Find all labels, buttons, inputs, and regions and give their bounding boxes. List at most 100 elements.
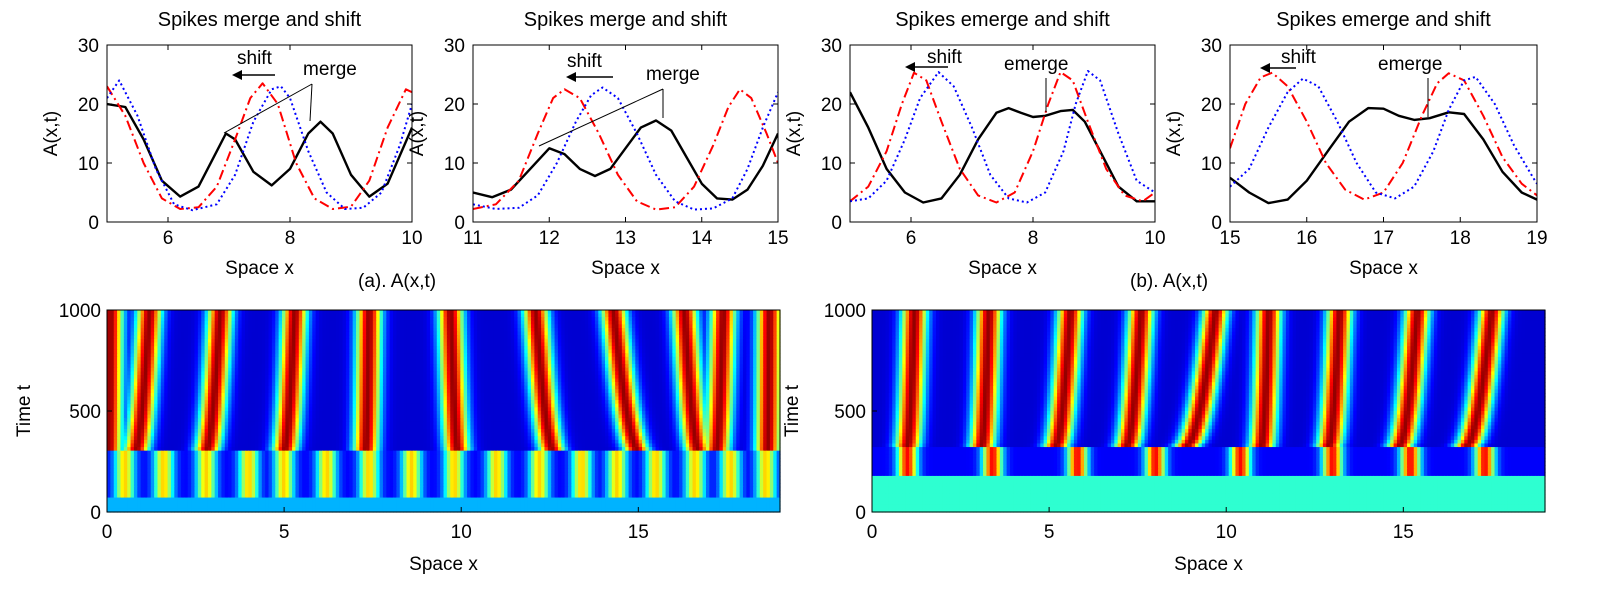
heatmap-cell	[514, 328, 519, 333]
heatmap-cell	[332, 328, 337, 333]
heatmap-cell	[251, 360, 256, 365]
heatmap-cell	[460, 356, 465, 362]
heatmap-cell	[396, 320, 401, 326]
heatmap-cell	[763, 320, 768, 326]
heatmap-cell	[386, 349, 391, 354]
heatmap-cell	[197, 364, 202, 369]
heatmap-cell	[419, 328, 424, 333]
heatmap-cell	[679, 310, 684, 315]
heatmap-cell	[759, 331, 764, 336]
heatmap-cell	[763, 349, 768, 354]
heatmap-cell	[618, 353, 623, 358]
heatmap-cell	[329, 317, 334, 322]
heatmap-cell	[113, 310, 118, 315]
heatmap-cell	[702, 335, 707, 340]
heatmap-cell	[399, 353, 404, 358]
heatmap-cell	[278, 310, 283, 315]
heatmap-cell	[234, 328, 239, 333]
heatmap-cell	[150, 335, 155, 340]
heatmap-cell	[631, 310, 636, 315]
heatmap-cell	[695, 310, 700, 315]
heatmap-cell	[527, 360, 532, 365]
heatmap-cell	[342, 346, 347, 351]
heatmap-cell	[285, 353, 290, 358]
heatmap-cell	[497, 349, 502, 354]
heatmap-cell	[537, 310, 542, 315]
heatmap-cell	[372, 349, 377, 354]
heatmap-cell	[611, 310, 616, 315]
heatmap-cell	[224, 360, 229, 365]
heatmap-cell	[504, 317, 509, 322]
heatmap-cell	[668, 335, 673, 340]
heatmap-cell	[568, 324, 572, 329]
heatmap-cell	[181, 349, 185, 354]
heatmap-cell	[520, 328, 525, 333]
heatmap-cell	[527, 328, 532, 333]
heatmap-cell	[419, 313, 424, 318]
heatmap-cell	[571, 342, 576, 347]
heatmap-cell	[608, 335, 613, 340]
heatmap-cell	[655, 338, 660, 344]
heatmap-cell	[319, 328, 323, 333]
heatmap-cell	[228, 353, 233, 358]
heatmap-cell	[164, 353, 169, 358]
heatmap-cell	[322, 331, 327, 336]
heatmap-cell	[228, 364, 233, 369]
shift-arrow-head	[905, 62, 915, 72]
heatmap-cell	[712, 320, 717, 326]
heatmap-cell	[551, 313, 556, 318]
heatmap-cell	[399, 331, 404, 336]
heatmap-cell	[295, 364, 300, 369]
heatmap-cell	[130, 338, 135, 344]
heatmap-cell	[493, 324, 498, 329]
heatmap-cell	[258, 356, 263, 362]
heatmap-cell	[749, 328, 754, 333]
heatmap-cell	[581, 313, 586, 318]
heatmap-cell	[672, 324, 677, 329]
heatmap-cell	[352, 317, 357, 322]
heatmap-cell	[460, 328, 465, 333]
heatmap-cell	[736, 317, 741, 322]
heatmap-cell	[430, 364, 435, 369]
heatmap-cell	[292, 346, 297, 351]
heatmap-cell	[362, 335, 367, 340]
heatmap-cell	[295, 349, 300, 354]
heatmap-cell	[356, 356, 360, 362]
heatmap-cell	[281, 331, 286, 336]
heatmap-cell	[463, 360, 468, 365]
heatmap-cell	[739, 360, 744, 365]
heatmap-cell	[668, 356, 673, 362]
heatmap-cell	[278, 349, 283, 354]
heatmap-cell	[201, 310, 206, 315]
heatmap-cell	[648, 338, 653, 344]
heatmap-cell	[591, 353, 596, 358]
heatmap-cell	[194, 317, 199, 322]
heatmap-cell	[154, 364, 159, 369]
heatmap-cell	[285, 335, 290, 340]
heatmap-cell	[524, 346, 529, 351]
heatmap-cell	[288, 335, 293, 340]
heatmap-cell	[729, 313, 734, 318]
heatmap-cell	[719, 338, 724, 344]
heatmap-cell	[655, 310, 660, 315]
heatmap-cell	[742, 346, 747, 351]
heatmap-cell	[258, 353, 263, 358]
heatmap-cell	[221, 328, 226, 333]
heatmap-cell	[766, 331, 771, 336]
heatmap-cell	[261, 335, 266, 340]
heatmap-cell	[255, 356, 260, 362]
heatmap-cell	[238, 317, 243, 322]
shift-arrow-head	[566, 72, 576, 82]
heatmap-cell	[460, 324, 465, 329]
heatmap-cell	[756, 356, 761, 362]
heatmap-cell	[517, 310, 522, 315]
heatmap-cell	[372, 335, 377, 340]
heatmap-cell	[648, 342, 653, 347]
heatmap-cell	[581, 346, 586, 351]
heatmap-cell	[773, 328, 778, 333]
heatmap-cell	[315, 338, 320, 344]
heatmap-cell	[110, 349, 115, 354]
heatmap-cell	[705, 353, 710, 358]
heatmap-cell	[483, 356, 488, 362]
heatmap-cell	[369, 317, 374, 322]
